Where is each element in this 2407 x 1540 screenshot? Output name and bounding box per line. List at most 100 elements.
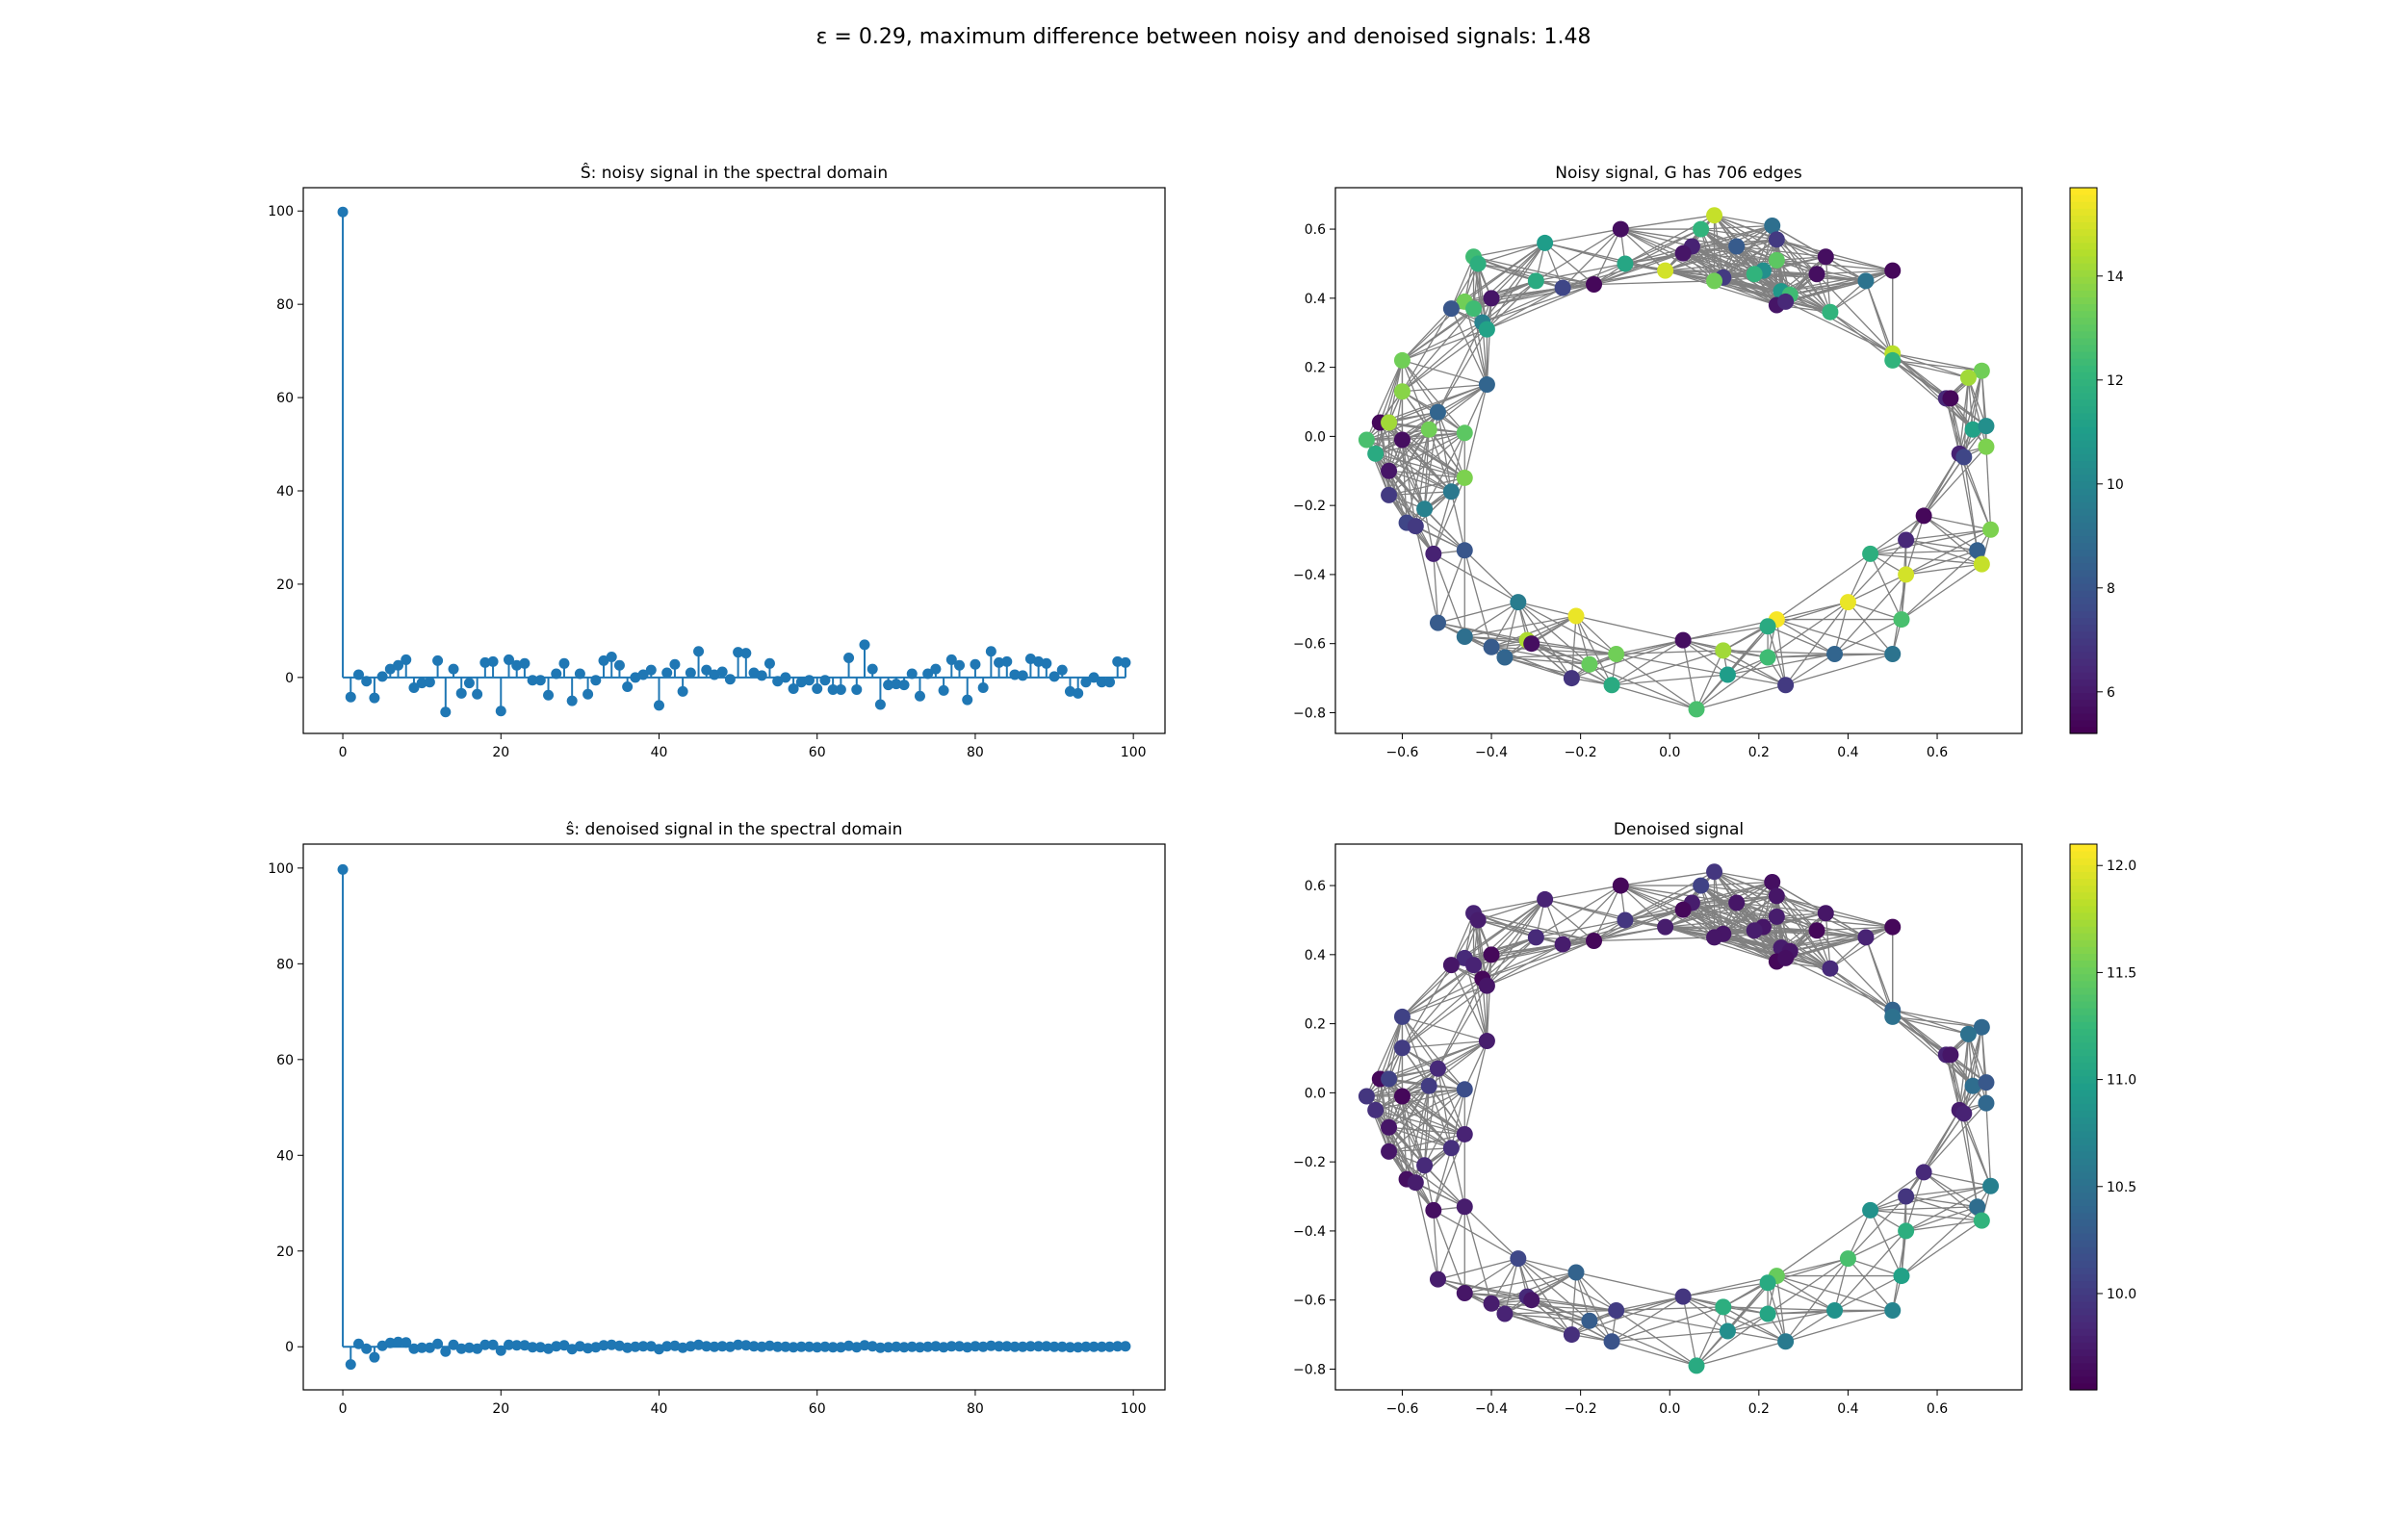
graph-node <box>1822 303 1839 321</box>
colorbar-segment <box>2070 194 2097 202</box>
graph-edge <box>1905 1185 1991 1232</box>
graph-node <box>1442 483 1460 500</box>
subplot-title: Noisy signal, G has 706 edges <box>1555 164 1802 183</box>
graph-node <box>1693 220 1710 238</box>
x-tick-label: 0.2 <box>1748 1401 1770 1417</box>
graph-edge <box>1776 259 1893 271</box>
colorbar-segment <box>2070 372 2097 380</box>
graph-edge <box>1379 360 1404 424</box>
colorbar-segment <box>2070 447 2097 455</box>
graph-node <box>1510 594 1527 611</box>
colorbar-segment <box>2070 603 2097 612</box>
graph-edge <box>1402 964 1474 1017</box>
graph-edge <box>1905 1109 1960 1197</box>
graph-edge <box>1892 1015 1982 1028</box>
colorbar-segment <box>2070 1362 2097 1371</box>
graph-node <box>1581 655 1598 673</box>
colorbar-segment <box>2070 1103 2097 1112</box>
colorbar-segment <box>2070 549 2097 557</box>
graph-node <box>1367 445 1385 462</box>
graph-node <box>1715 1298 1732 1316</box>
graph-edge <box>1848 1230 1906 1260</box>
graph-node <box>1456 629 1473 646</box>
graph-edge <box>1789 950 1894 1011</box>
graph-edge <box>1829 270 1894 313</box>
stem-marker <box>780 672 791 683</box>
graph-node <box>1706 929 1723 946</box>
graph-edge <box>1869 1210 1902 1276</box>
graph-edge <box>1776 602 1849 621</box>
colorbar-segment <box>2070 726 2097 734</box>
graph-edge <box>1963 456 1992 530</box>
graph-node <box>1715 642 1732 659</box>
graph-node <box>1442 957 1460 974</box>
graph-edge <box>1562 885 1621 945</box>
graph-node <box>1959 1025 1977 1042</box>
y-tick-label: 80 <box>276 957 294 972</box>
stem-marker <box>922 668 934 680</box>
graph-edge <box>1366 1089 1465 1097</box>
graph-edge <box>1463 1206 1492 1304</box>
graph-edge <box>1620 885 1684 911</box>
graph-edge <box>1963 1027 1982 1115</box>
graph-edge <box>1402 978 1484 1018</box>
stem-marker <box>883 1342 894 1353</box>
graph-node <box>1483 638 1500 655</box>
graph-edge <box>1388 476 1465 497</box>
graph-node <box>1959 369 1977 386</box>
stem-marker <box>891 1341 902 1352</box>
axes-frame <box>1334 187 2023 734</box>
stem-marker <box>424 1342 435 1353</box>
x-tick-label: 0.6 <box>1927 1401 1948 1417</box>
graph-node <box>1483 946 1500 963</box>
graph-edge <box>1464 615 1577 638</box>
graph-edge <box>1963 1113 1979 1207</box>
graph-node <box>1777 1333 1795 1350</box>
graph-edge <box>1375 432 1465 454</box>
stem-marker <box>440 1346 452 1357</box>
graph-node <box>1657 918 1674 936</box>
colorbar-segment <box>2070 692 2097 701</box>
colorbar-segment <box>2070 1212 2097 1220</box>
graph-node <box>1407 518 1424 535</box>
graph-edge <box>1665 239 1777 271</box>
stem-marker <box>804 1341 815 1352</box>
graph-node <box>1581 1312 1598 1329</box>
colorbar-segment <box>2070 1130 2097 1139</box>
graph-edge <box>1402 1095 1465 1135</box>
graph-edge <box>1387 470 1435 554</box>
graph-edge <box>1473 898 1545 914</box>
graph-node <box>1862 545 1879 562</box>
graph-edge <box>1620 228 1693 247</box>
stem-marker <box>954 659 966 671</box>
stem-marker <box>812 682 823 694</box>
graph-edge <box>1402 308 1474 361</box>
colorbar-segment <box>2070 221 2097 230</box>
colorbar-segment <box>2070 1240 2097 1247</box>
graph-edge <box>1482 899 1546 980</box>
colorbar-tick-label: 12 <box>2107 373 2124 389</box>
stem-marker <box>977 682 989 694</box>
graph-node <box>1884 351 1902 369</box>
colorbar-tick-label: 11.5 <box>2107 965 2136 981</box>
stem-marker <box>479 656 491 668</box>
colorbar-segment <box>2070 858 2097 865</box>
graph-edge <box>1892 352 1974 430</box>
graph-edge <box>1436 1206 1465 1280</box>
graph-edge <box>1464 1271 1577 1295</box>
graph-edge <box>1870 550 1978 555</box>
graph-node <box>1416 1157 1434 1174</box>
graph-edge <box>1437 1258 1518 1280</box>
graph-node <box>1456 1285 1473 1302</box>
y-tick-label: −0.4 <box>1293 1224 1326 1240</box>
graph-edge <box>1616 1309 1728 1332</box>
colorbar-segment <box>2070 1075 2097 1084</box>
stem-marker <box>408 1343 420 1354</box>
stem-marker <box>479 1339 491 1350</box>
stem-marker <box>756 670 767 681</box>
graph-edge <box>1401 1095 1416 1183</box>
colorbar-tick-label: 11.0 <box>2107 1073 2136 1089</box>
graph-edge <box>1700 885 1777 897</box>
graph-node <box>1381 486 1398 503</box>
stem-marker <box>733 647 744 658</box>
